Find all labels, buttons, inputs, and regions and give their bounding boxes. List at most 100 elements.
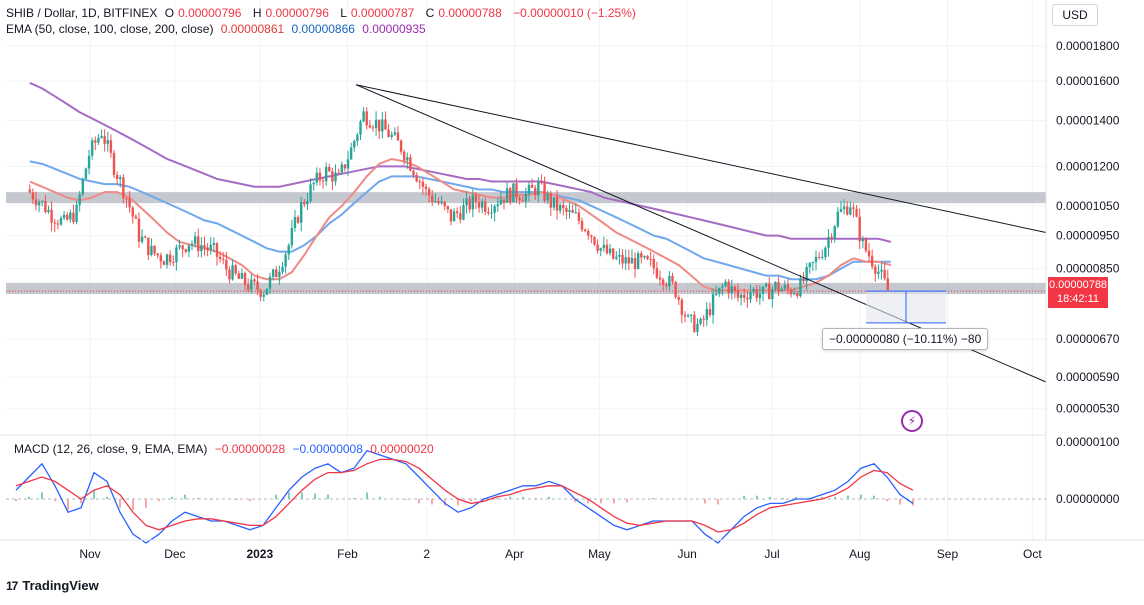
candle-body xyxy=(172,262,175,264)
candle-body xyxy=(78,194,81,205)
candle-body xyxy=(306,200,309,205)
candle-body xyxy=(206,247,209,250)
candle-body xyxy=(480,201,484,208)
candle-body xyxy=(147,237,150,256)
candle-body xyxy=(658,277,662,280)
close-label: C 0.00000788 xyxy=(425,6,502,20)
candle-body xyxy=(137,218,141,242)
candle-body xyxy=(643,256,646,258)
candle-body xyxy=(53,222,56,224)
price-tick-label: 0.00001600 xyxy=(1056,74,1120,88)
macd-histogram-bar xyxy=(600,499,602,504)
macd-histogram-bar xyxy=(41,492,43,499)
last-price-tag: 0.00000788 18:42:11 xyxy=(1048,277,1108,308)
candle-body xyxy=(886,278,889,291)
candle-body xyxy=(290,228,294,246)
candle-body xyxy=(409,157,412,171)
candle-body xyxy=(387,129,390,137)
candle-body xyxy=(649,258,652,260)
candle-body xyxy=(652,259,655,269)
candle-body xyxy=(331,171,334,182)
macd-histogram-bar xyxy=(509,496,511,499)
candle-body xyxy=(59,218,63,225)
macd-histogram-bar xyxy=(106,496,108,499)
macd-histogram-bar xyxy=(15,499,17,502)
ema-lines xyxy=(29,81,892,292)
candle-body xyxy=(487,211,490,214)
macd-tick-label: 0.00000100 xyxy=(1056,435,1120,449)
candle-body xyxy=(661,279,665,285)
candle-body xyxy=(686,315,690,317)
candle-body xyxy=(786,284,790,290)
time-tick-label: Jun xyxy=(677,547,696,561)
candle-body xyxy=(593,236,596,245)
candle-body xyxy=(696,323,699,332)
macd-histogram-bar xyxy=(132,499,134,510)
price-tick-label: 0.00000670 xyxy=(1056,332,1120,346)
ema100-line xyxy=(29,160,891,281)
macd-histogram-bar xyxy=(444,499,446,506)
tradingview-logo[interactable]: 17 TradingView xyxy=(6,578,99,593)
candle-body xyxy=(75,204,78,223)
lightning-icon[interactable]: ⚡ xyxy=(901,410,923,432)
candle-body xyxy=(28,189,31,193)
price-tick-label: 0.00000530 xyxy=(1056,402,1120,416)
candle-body xyxy=(44,201,47,213)
candle-body xyxy=(471,195,475,210)
candle-body xyxy=(474,195,478,202)
candle-body xyxy=(630,258,634,264)
macd-histogram-bar xyxy=(756,495,758,499)
currency-button[interactable]: USD xyxy=(1052,4,1098,26)
candle-body xyxy=(128,198,131,208)
candle-body xyxy=(452,211,456,222)
macd-histogram-bar xyxy=(587,499,589,504)
candle-body xyxy=(140,236,144,242)
candle-body xyxy=(106,140,109,144)
macd-histogram-bar xyxy=(54,499,56,502)
macd-label[interactable]: MACD (12, 26, close, 9, EMA, EMA) xyxy=(14,442,208,456)
candle-body xyxy=(103,136,106,144)
candle-body xyxy=(119,177,122,179)
change-value: −0.00000010 (−1.25%) xyxy=(513,6,636,20)
macd-histogram-bar xyxy=(197,497,199,499)
macd-histogram-bar xyxy=(28,496,30,499)
candle-body xyxy=(668,275,671,287)
last-price: 0.00000788 xyxy=(1048,279,1108,291)
candle-body xyxy=(424,186,428,190)
support-band xyxy=(6,282,1046,295)
symbol-title[interactable]: SHIB / Dollar, 1D, BITFINEX xyxy=(6,6,158,20)
macd-hist-value: −0.00000028 xyxy=(214,442,286,456)
candle-body xyxy=(184,249,187,252)
candle-body xyxy=(814,256,818,263)
ema-label[interactable]: EMA (50, close, 100, close, 200, close) xyxy=(6,22,214,36)
candle-body xyxy=(758,293,762,299)
axes: 0.00001800 0.00001600 0.00001400 0.00001200… xyxy=(0,0,1144,561)
candle-body xyxy=(493,206,496,213)
candle-body xyxy=(496,204,499,207)
candle-body xyxy=(705,309,709,320)
candle-body xyxy=(499,199,503,205)
candle-body xyxy=(443,201,446,207)
macd-histogram-bar xyxy=(535,497,537,499)
candle-body xyxy=(374,119,378,129)
candle-body xyxy=(321,180,325,182)
candle-body xyxy=(799,278,802,297)
candle-body xyxy=(699,318,702,324)
candle-body xyxy=(356,134,359,141)
candle-body xyxy=(421,181,425,187)
macd-histogram-bar xyxy=(249,499,251,502)
candle-body xyxy=(605,244,609,254)
macd-tick-label: 0.00000000 xyxy=(1056,492,1120,506)
macd-histogram-bar xyxy=(418,499,420,504)
candle-body xyxy=(505,188,509,203)
candle-body xyxy=(178,245,181,248)
candle-body xyxy=(256,281,259,290)
macd-histogram-bar xyxy=(158,499,160,502)
macd-histogram-bar xyxy=(743,495,745,499)
candle-body xyxy=(47,209,50,213)
candle-body xyxy=(771,288,774,300)
candle-body xyxy=(621,254,624,264)
macd-histogram-bar xyxy=(496,497,498,499)
candle-body xyxy=(328,167,331,172)
